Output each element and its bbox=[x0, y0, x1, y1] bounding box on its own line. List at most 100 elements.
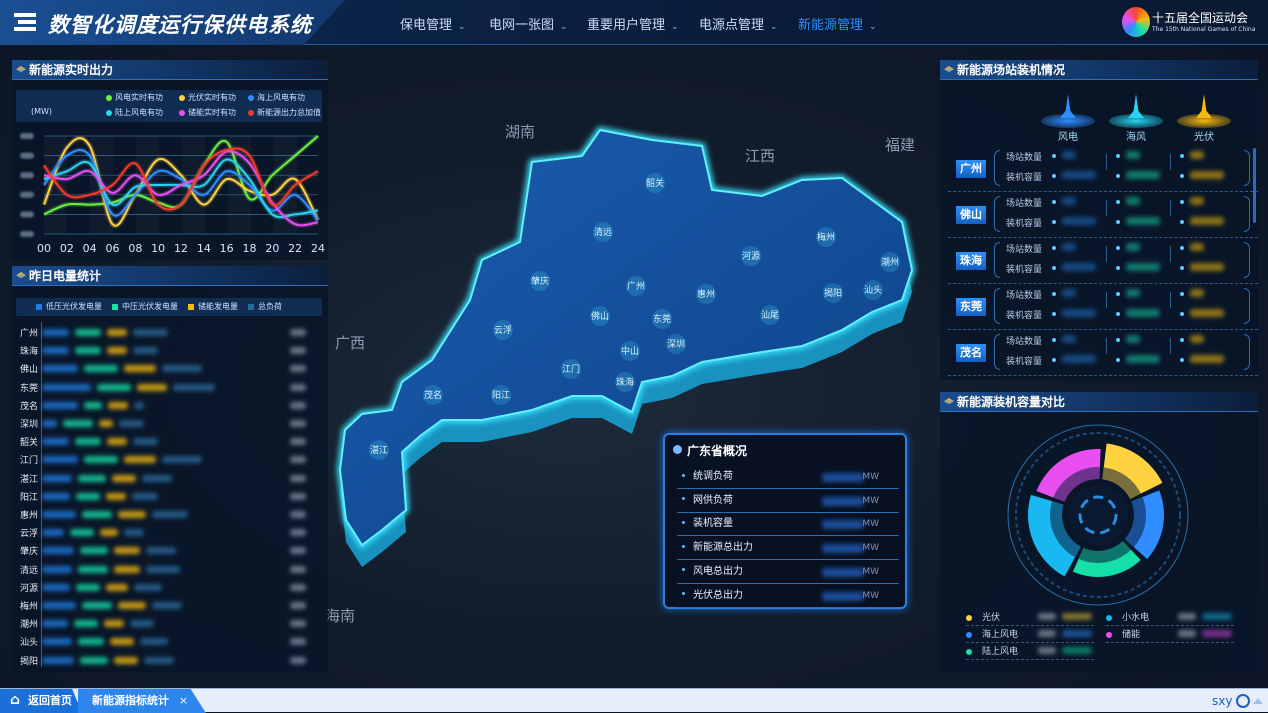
map-province-shape[interactable] bbox=[338, 128, 914, 547]
bar-row[interactable]: 深圳 bbox=[12, 415, 332, 432]
legend-item[interactable]: 储能实时有功 bbox=[179, 107, 236, 118]
series-line-5[interactable] bbox=[43, 147, 319, 211]
legend-item[interactable]: 储能 bbox=[1106, 627, 1234, 643]
bar-row[interactable]: 江门 bbox=[12, 451, 332, 468]
city-marker[interactable] bbox=[823, 283, 843, 303]
city-label[interactable]: 汕头 bbox=[864, 285, 882, 296]
bar-row[interactable]: 韶关 bbox=[12, 433, 332, 450]
city-label[interactable]: 珠海 bbox=[616, 376, 634, 388]
legend-item[interactable]: 低压光伏发电量 bbox=[36, 302, 102, 311]
station-type-2[interactable]: 光伏 bbox=[1174, 90, 1234, 143]
nav-item[interactable]: 新能源管理 ⌄ bbox=[798, 18, 877, 33]
legend-item[interactable]: 小水电 bbox=[1106, 610, 1234, 626]
city-label[interactable]: 深圳 bbox=[667, 339, 685, 350]
bar-row[interactable]: 潮州 bbox=[12, 615, 332, 632]
bar-row[interactable]: 阳江 bbox=[12, 488, 332, 505]
legend-item[interactable]: 海上风电有功 bbox=[248, 92, 305, 103]
city-marker[interactable] bbox=[645, 173, 665, 193]
legend-item[interactable]: 陆上风电有功 bbox=[106, 107, 163, 118]
city-marker[interactable] bbox=[666, 334, 686, 354]
city-label[interactable]: 梅州 bbox=[817, 231, 835, 243]
legend-item[interactable]: 海上风电 bbox=[966, 627, 1094, 643]
station-row[interactable]: 广州 场站数量 装机容量 bbox=[948, 146, 1258, 192]
city-marker[interactable] bbox=[863, 280, 883, 300]
city-label[interactable]: 中山 bbox=[621, 345, 639, 357]
bar-row[interactable]: 茂名 bbox=[12, 397, 332, 414]
city-label[interactable]: 茂名 bbox=[424, 389, 442, 401]
donut-slice-储能[interactable] bbox=[1036, 449, 1101, 502]
user-name[interactable]: sxy bbox=[1212, 694, 1233, 708]
caret-up-icon[interactable] bbox=[1253, 698, 1263, 704]
nav-item[interactable]: 电源点管理 ⌄ bbox=[699, 18, 778, 33]
city-label[interactable]: 汕尾 bbox=[761, 310, 779, 321]
legend-item[interactable]: 风电实时有功 bbox=[106, 92, 163, 103]
city-marker[interactable] bbox=[620, 341, 640, 361]
city-marker[interactable] bbox=[593, 222, 613, 242]
legend-item[interactable]: 储能发电量 bbox=[188, 302, 238, 311]
bar-row[interactable]: 惠州 bbox=[12, 506, 332, 523]
series-line-4[interactable] bbox=[43, 150, 319, 227]
city-label[interactable]: 肇庆 bbox=[531, 275, 549, 287]
legend-item[interactable]: 新能源出力总加值 bbox=[248, 107, 321, 118]
station-row[interactable]: 东莞 场站数量 装机容量 bbox=[948, 284, 1258, 330]
bar-row[interactable]: 揭阳 bbox=[12, 652, 332, 669]
city-label[interactable]: 河源 bbox=[742, 250, 760, 262]
city-marker[interactable] bbox=[423, 385, 443, 405]
city-label[interactable]: 佛山 bbox=[591, 310, 609, 322]
home-tab[interactable]: ⌂ 返回首页 bbox=[0, 689, 82, 713]
station-row[interactable]: 珠海 场站数量 装机容量 bbox=[948, 238, 1258, 284]
scrollbar[interactable] bbox=[1253, 148, 1256, 223]
city-marker[interactable] bbox=[816, 227, 836, 247]
city-marker[interactable] bbox=[615, 372, 635, 392]
bar-row[interactable]: 珠海 bbox=[12, 342, 332, 359]
legend-item[interactable]: 总负荷 bbox=[248, 302, 282, 311]
city-label[interactable]: 清远 bbox=[594, 226, 612, 238]
donut-slice-光伏[interactable] bbox=[1102, 443, 1163, 499]
legend-item[interactable]: 陆上风电 bbox=[966, 644, 1094, 660]
city-marker[interactable] bbox=[652, 309, 672, 329]
city-marker[interactable] bbox=[626, 276, 646, 296]
user-avatar-icon[interactable] bbox=[1236, 694, 1250, 708]
city-label[interactable]: 惠州 bbox=[697, 288, 715, 300]
legend-item[interactable]: 光伏实时有功 bbox=[179, 92, 236, 103]
bar-row[interactable]: 湛江 bbox=[12, 470, 332, 487]
city-label[interactable]: 广州 bbox=[627, 280, 645, 292]
city-label[interactable]: 潮州 bbox=[881, 256, 899, 268]
city-marker[interactable] bbox=[493, 320, 513, 340]
bar-row[interactable]: 佛山 bbox=[12, 360, 332, 377]
city-label[interactable]: 湛江 bbox=[370, 445, 388, 456]
bar-row[interactable]: 河源 bbox=[12, 579, 332, 596]
station-row[interactable]: 佛山 场站数量 装机容量 bbox=[948, 192, 1258, 238]
city-label[interactable]: 韶关 bbox=[646, 177, 664, 189]
bar-row[interactable]: 清远 bbox=[12, 561, 332, 578]
city-label[interactable]: 江门 bbox=[562, 363, 580, 375]
bar-row[interactable]: 东莞 bbox=[12, 379, 332, 396]
bar-row[interactable]: 汕头 bbox=[12, 633, 332, 650]
city-marker[interactable] bbox=[760, 305, 780, 325]
nav-item[interactable]: 重要用户管理 ⌄ bbox=[587, 18, 679, 33]
series-line-2[interactable] bbox=[43, 149, 319, 221]
series-line-1[interactable] bbox=[43, 137, 319, 227]
bar-row[interactable]: 云浮 bbox=[12, 524, 332, 541]
close-tab-icon[interactable]: × bbox=[178, 694, 189, 707]
bar-row[interactable]: 广州 bbox=[12, 324, 332, 341]
bar-row[interactable]: 梅州 bbox=[12, 597, 332, 614]
bar-row[interactable]: 肇庆 bbox=[12, 542, 332, 559]
city-label[interactable]: 阳江 bbox=[492, 390, 510, 401]
city-marker[interactable] bbox=[880, 252, 900, 272]
nav-item[interactable]: 保电管理 ⌄ bbox=[400, 18, 466, 33]
nav-item[interactable]: 电网一张图 ⌄ bbox=[489, 18, 568, 33]
station-row[interactable]: 茂名 场站数量 装机容量 bbox=[948, 330, 1258, 376]
city-marker[interactable] bbox=[561, 359, 581, 379]
station-type-0[interactable]: 风电 bbox=[1038, 90, 1098, 143]
city-label[interactable]: 东莞 bbox=[653, 313, 671, 325]
station-type-1[interactable]: 海风 bbox=[1106, 90, 1166, 143]
city-marker[interactable] bbox=[530, 271, 550, 291]
city-marker[interactable] bbox=[741, 246, 761, 266]
legend-item[interactable]: 光伏 bbox=[966, 610, 1094, 626]
legend-item[interactable]: 中压光伏发电量 bbox=[112, 302, 178, 311]
city-marker[interactable] bbox=[696, 284, 716, 304]
donut-slice-小水电[interactable] bbox=[1028, 494, 1081, 577]
city-label[interactable]: 云浮 bbox=[494, 324, 512, 336]
